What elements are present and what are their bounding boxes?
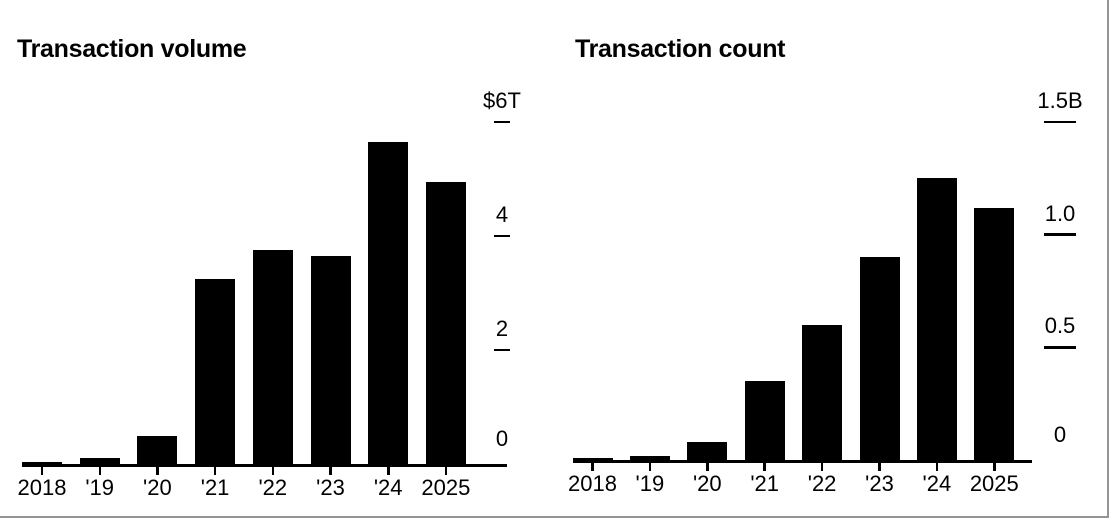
x-axis-line <box>573 460 1032 463</box>
y-axis-label-zero: 0 <box>495 426 509 451</box>
chart-title-transaction-count: Transaction count <box>575 35 786 63</box>
bar-24 <box>368 141 409 464</box>
x-axis-tick <box>878 462 881 471</box>
x-axis-tick <box>591 462 594 471</box>
x-axis-tick <box>706 462 709 471</box>
x-axis-tick <box>648 462 652 471</box>
bar-22 <box>802 324 843 460</box>
chart-title-transaction-volume: Transaction volume <box>17 35 247 63</box>
bar-20 <box>137 435 178 464</box>
x-axis-label: '22 <box>258 475 288 500</box>
bar-21 <box>195 278 236 465</box>
bar-19 <box>629 455 670 460</box>
bar-19 <box>79 458 120 464</box>
bar-22 <box>252 250 293 465</box>
x-axis-label: '22 <box>807 471 837 496</box>
x-axis-tick <box>993 462 996 471</box>
x-axis-tick <box>387 466 390 475</box>
x-axis-label: '24 <box>922 471 952 496</box>
y-axis-label: 2 <box>495 316 509 341</box>
bar-2025 <box>974 207 1015 460</box>
x-axis-label: '19 <box>635 471 665 496</box>
y-axis-tick-dash <box>494 348 510 352</box>
right-border-rule <box>1107 0 1109 518</box>
x-axis-label: '23 <box>865 471 894 496</box>
y-axis-tick-dash <box>494 234 510 238</box>
x-axis-tick <box>271 466 275 475</box>
x-axis-tick <box>329 466 332 475</box>
y-axis-tick-dash <box>1044 346 1076 349</box>
x-axis-label: 2025 <box>969 471 1019 496</box>
x-axis-line <box>22 464 507 467</box>
x-axis-label: '19 <box>85 475 115 500</box>
bar-20 <box>687 442 728 460</box>
x-axis-label: 2018 <box>568 471 617 496</box>
y-axis-label: 1.0 <box>1044 200 1076 226</box>
bar-21 <box>744 381 785 460</box>
x-axis-tick <box>444 466 448 475</box>
x-axis-tick <box>98 466 101 475</box>
plot-area-transaction-volume: 2018 '19 '20 '21 '22 '23 '24 2025 $6T 4 2 0 <box>18 90 521 499</box>
x-axis-tick <box>935 462 939 471</box>
x-axis-label: '24 <box>373 475 403 500</box>
bar-24 <box>916 178 957 460</box>
bar-2018 <box>572 457 613 460</box>
bar-23 <box>859 257 900 460</box>
x-axis-tick <box>40 466 44 475</box>
bottom-border-rule <box>0 516 1109 518</box>
y-axis-tick-dash <box>1044 233 1076 236</box>
bar-23 <box>310 256 351 464</box>
bar-2025 <box>425 181 466 464</box>
x-axis-label: 2025 <box>421 475 471 500</box>
x-axis-tick <box>156 466 159 475</box>
x-axis-label: '21 <box>200 475 230 500</box>
y-axis-tick-dash <box>1044 120 1076 124</box>
x-axis-label: 2018 <box>17 475 67 500</box>
y-axis-label: 0.5 <box>1044 313 1076 339</box>
x-axis-label: '21 <box>750 471 780 496</box>
x-axis-label: '20 <box>692 471 722 496</box>
x-axis-tick <box>820 462 824 471</box>
plot-area-transaction-count: 2018 '19 '20 '21 '22 '23 '24 2025 1.5B 1.0 0.5 0 <box>568 90 1083 495</box>
y-axis-tick-dash <box>494 120 510 124</box>
x-axis-label: '20 <box>143 475 172 500</box>
y-axis-label: 1.5B <box>1037 88 1083 113</box>
y-axis-label: $6T <box>483 88 521 113</box>
x-axis-tick <box>763 462 766 471</box>
x-axis-tick <box>213 466 217 475</box>
y-axis-label: 4 <box>495 202 509 227</box>
bar-2018 <box>22 462 62 464</box>
x-axis-label: '23 <box>316 475 345 500</box>
y-axis-label-zero: 0 <box>1053 422 1067 447</box>
